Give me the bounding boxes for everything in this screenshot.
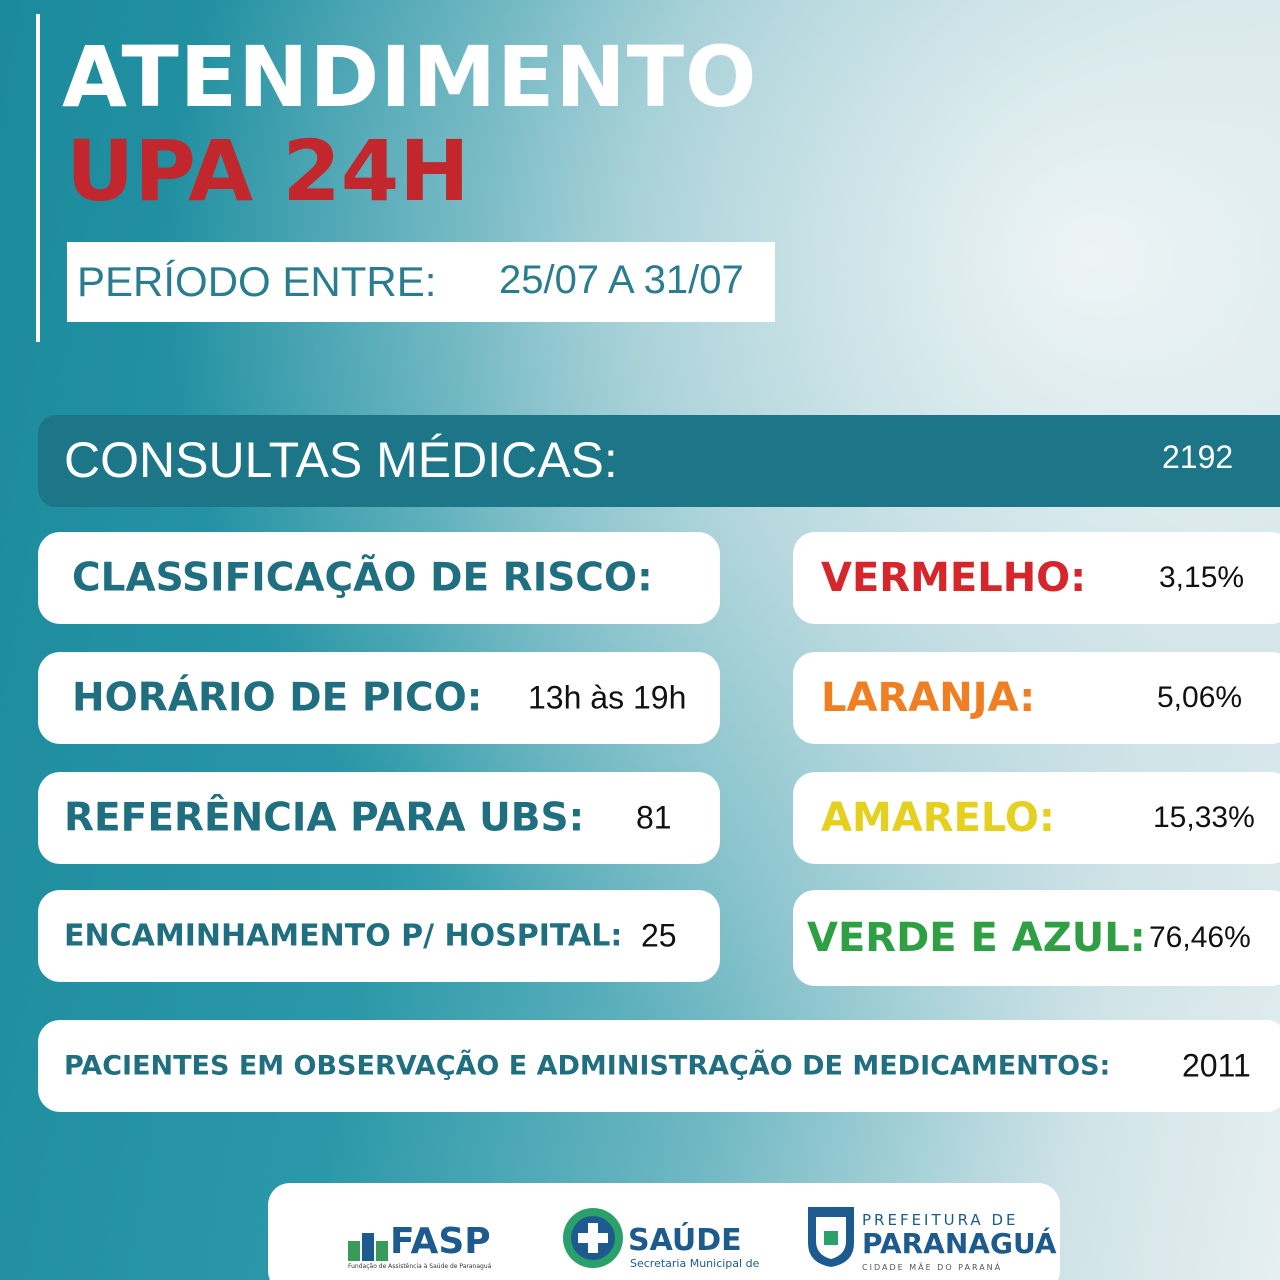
risk-label: VERMELHO: — [821, 555, 1087, 601]
fasp-caption: Fundação de Assistência à Saúde de Paran… — [348, 1263, 492, 1270]
info-label: HORÁRIO DE PICO: — [72, 675, 483, 721]
fasp-icon — [348, 1233, 388, 1261]
period-box: PERÍODO ENTRE: 25/07 A 31/07 — [67, 242, 775, 322]
paranagua-crest — [808, 1207, 854, 1267]
consultas-label: CONSULTAS MÉDICAS: — [64, 432, 618, 488]
info-box: HORÁRIO DE PICO: 13h às 19h — [38, 652, 720, 744]
paranagua-text: PARANAGUÁ — [862, 1227, 1057, 1260]
info-box: REFERÊNCIA PARA UBS: 81 — [38, 772, 720, 864]
risk-box: VERDE E AZUL: 76,46% — [793, 890, 1280, 986]
saude-icon — [563, 1208, 623, 1268]
footer: FASP Fundação de Assistência à Saúde de … — [268, 1183, 1060, 1280]
observation-box: PACIENTES EM OBSERVAÇÃO E ADMINISTRAÇÃO … — [38, 1020, 1280, 1112]
info-label: ENCAMINHAMENTO P/ HOSPITAL: — [64, 918, 623, 954]
info-box: ENCAMINHAMENTO P/ HOSPITAL: 25 — [38, 890, 720, 982]
info-label: REFERÊNCIA PARA UBS: — [64, 795, 585, 841]
observation-value: 2011 — [1182, 1047, 1251, 1084]
risk-label: AMARELO: — [821, 795, 1055, 841]
title: ATENDIMENTO — [62, 28, 758, 126]
info-value: 13h às 19h — [528, 679, 687, 716]
subtitle: UPA 24H — [66, 122, 470, 220]
risk-box: AMARELO: 15,33% — [793, 772, 1280, 864]
info-value: 81 — [636, 799, 672, 836]
info-value: 25 — [641, 917, 677, 954]
risk-value: 15,33% — [1153, 801, 1255, 834]
risk-value: 3,15% — [1159, 561, 1245, 594]
info-label: CLASSIFICAÇÃO DE RISCO: — [72, 555, 653, 601]
period-label: PERÍODO ENTRE: — [77, 258, 437, 305]
period-value: 25/07 A 31/07 — [499, 258, 744, 302]
saude-caption: Secretaria Municipal de — [630, 1257, 760, 1270]
consultas-value: 2192 — [1162, 439, 1234, 475]
risk-box: LARANJA: 5,06% — [793, 652, 1280, 744]
risk-box: VERMELHO: 3,15% — [793, 532, 1280, 624]
info-box: CLASSIFICAÇÃO DE RISCO: — [38, 532, 720, 624]
saude-logo: SAÚDE — [628, 1223, 742, 1258]
observation-label: PACIENTES EM OBSERVAÇÃO E ADMINISTRAÇÃO … — [64, 1050, 1111, 1082]
paranagua-caption: CIDADE MÃE DO PARANÁ — [862, 1263, 1003, 1272]
accent-line — [36, 14, 40, 342]
risk-value: 5,06% — [1157, 681, 1243, 714]
risk-label: VERDE E AZUL: — [807, 915, 1146, 961]
fasp-logo: FASP — [390, 1221, 491, 1262]
risk-value: 76,46% — [1149, 921, 1251, 954]
consultas-band: CONSULTAS MÉDICAS: 2192 — [38, 415, 1280, 507]
risk-label: LARANJA: — [821, 675, 1036, 721]
prefeitura-text: PREFEITURA DE — [862, 1211, 1019, 1229]
